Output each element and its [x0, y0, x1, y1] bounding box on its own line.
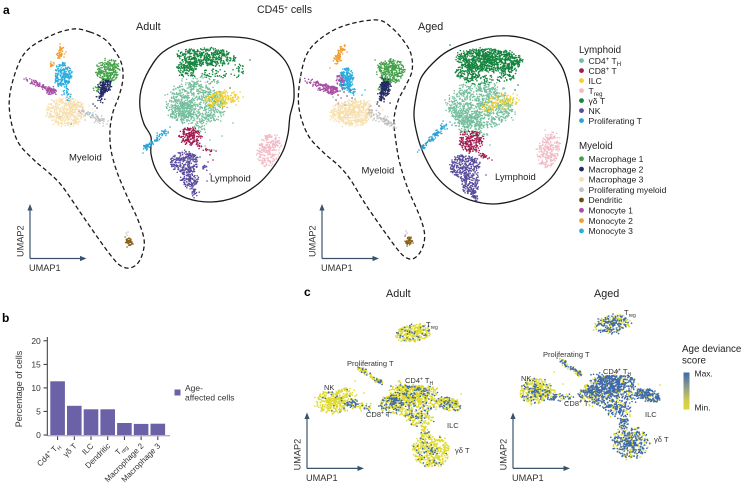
svg-text:CD8+ T: CD8+ T [564, 399, 589, 408]
svg-text:Aged: Aged [418, 21, 443, 33]
svg-text:0: 0 [36, 430, 41, 440]
svg-text:Lymphoid: Lymphoid [579, 45, 621, 56]
svg-text:Percentage of cells: Percentage of cells [14, 350, 24, 427]
svg-text:Dendritic: Dendritic [589, 195, 624, 205]
svg-text:Monocyte 2: Monocyte 2 [589, 216, 634, 226]
svg-text:5: 5 [36, 406, 41, 416]
svg-text:UMAP2: UMAP2 [499, 439, 509, 471]
svg-text:affected cells: affected cells [185, 393, 234, 403]
svg-text:CD4+ TH: CD4+ TH [603, 367, 631, 378]
svg-text:score: score [682, 356, 707, 367]
svg-text:CD45+ cells: CD45+ cells [257, 4, 312, 16]
svg-text:Proliferating myeloid: Proliferating myeloid [589, 185, 667, 195]
svg-text:γδ T: γδ T [654, 435, 669, 444]
svg-text:Monocyte 3: Monocyte 3 [589, 226, 634, 236]
svg-text:ILC: ILC [645, 410, 657, 419]
svg-text:Myeloid: Myeloid [579, 141, 613, 152]
svg-text:CD4+ TH: CD4+ TH [405, 376, 433, 387]
svg-text:Macrophage 1: Macrophage 1 [589, 154, 644, 164]
svg-text:UMAP2: UMAP2 [293, 439, 303, 471]
svg-text:Myeloid: Myeloid [362, 166, 395, 177]
svg-text:ILC: ILC [589, 76, 602, 86]
svg-text:Treg: Treg [426, 320, 438, 331]
svg-text:c: c [304, 285, 311, 299]
svg-text:UMAP1: UMAP1 [321, 263, 353, 273]
svg-text:NK: NK [521, 374, 531, 383]
svg-text:γδ T: γδ T [589, 96, 606, 106]
svg-text:b: b [2, 311, 9, 325]
svg-text:CD8+ T: CD8+ T [589, 66, 618, 76]
svg-text:NK: NK [324, 383, 334, 392]
svg-text:15: 15 [31, 359, 41, 369]
svg-text:a: a [3, 3, 10, 17]
svg-text:Macrophage 3: Macrophage 3 [589, 175, 644, 185]
svg-text:ILC: ILC [447, 421, 459, 430]
svg-text:Lymphoid: Lymphoid [210, 174, 251, 185]
svg-text:Age deviance: Age deviance [682, 344, 742, 355]
svg-text:Min.: Min. [695, 403, 711, 413]
svg-text:Aged: Aged [594, 288, 619, 300]
svg-text:20: 20 [31, 336, 41, 346]
svg-text:UMAP2: UMAP2 [308, 225, 318, 257]
svg-text:Myeloid: Myeloid [69, 153, 102, 164]
svg-text:Monocyte 1: Monocyte 1 [589, 206, 634, 216]
svg-text:Treg: Treg [624, 308, 636, 319]
svg-text:Adult: Adult [386, 288, 411, 300]
svg-text:Proliferating T: Proliferating T [543, 350, 590, 359]
svg-text:CD4+ TH: CD4+ TH [589, 56, 622, 68]
svg-text:Proliferating T: Proliferating T [347, 359, 394, 368]
svg-text:CD8+ T: CD8+ T [366, 410, 391, 419]
svg-text:NK: NK [589, 106, 601, 116]
svg-text:UMAP1: UMAP1 [512, 473, 544, 483]
svg-text:Age-: Age- [185, 383, 203, 393]
svg-text:Lymphoid: Lymphoid [495, 172, 536, 183]
svg-text:Proliferating T: Proliferating T [589, 116, 643, 126]
svg-text:UMAP1: UMAP1 [306, 473, 338, 483]
svg-text:γδ T: γδ T [455, 446, 470, 455]
svg-text:10: 10 [31, 383, 41, 393]
svg-text:Adult: Adult [136, 21, 161, 33]
svg-text:UMAP2: UMAP2 [16, 225, 26, 257]
svg-text:Max.: Max. [695, 369, 713, 379]
svg-text:UMAP1: UMAP1 [29, 263, 61, 273]
svg-text:Macrophage 2: Macrophage 2 [589, 164, 644, 174]
